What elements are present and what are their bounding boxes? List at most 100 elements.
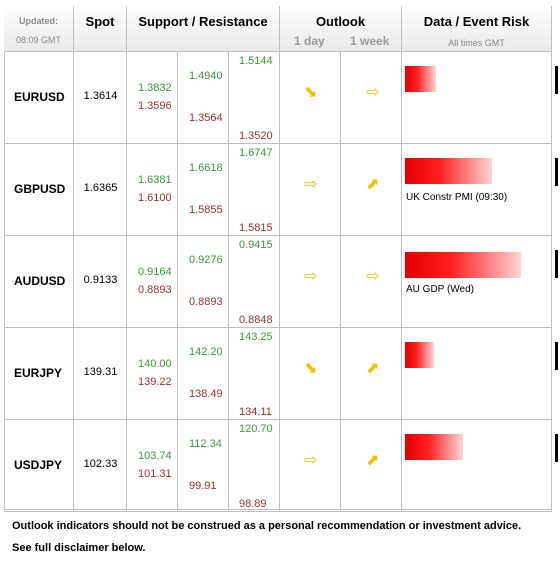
table-row: EURJPY 139.31 140.00 139.22 142.20 138.49 143.… (4, 328, 552, 420)
right-arrow-icon: ⇨ (304, 176, 318, 193)
row-edge-marker (555, 342, 558, 370)
support-2: 0.8893 (189, 296, 223, 308)
outlook-header: Outlook 1 day 1 week (280, 6, 402, 52)
spot-value: 139.31 (83, 366, 118, 378)
table-cell (341, 328, 402, 419)
table-cell (74, 144, 127, 235)
risk-event-label: UK Constr PMI (09:30) (406, 192, 508, 203)
table-cell (74, 420, 127, 511)
risk-level-bar (405, 252, 521, 278)
risk-level-bar (405, 66, 436, 92)
support-3: 98.89 (239, 498, 267, 510)
right-arrow-icon: ⇨ (304, 268, 318, 285)
support-2: 1.3564 (189, 112, 223, 124)
table-cell (178, 52, 229, 143)
resistance-2: 1.4940 (189, 70, 223, 82)
table-cell (74, 236, 127, 327)
table-cell (229, 144, 280, 235)
table-cell (178, 420, 229, 511)
support-3: 0.8848 (239, 314, 273, 326)
risk-level-bar (405, 434, 463, 460)
spot-value: 0.9133 (83, 274, 118, 286)
table-cell (178, 144, 229, 235)
table-cell (229, 328, 280, 419)
outlook-title: Outlook (315, 14, 366, 29)
table-cell (4, 144, 74, 235)
table-cell (229, 236, 280, 327)
row-edge-marker (555, 250, 558, 278)
resistance-1: 0.9164 (138, 266, 172, 278)
support-1: 1.6100 (138, 192, 172, 204)
risk-level-bar (405, 342, 434, 368)
support-3: 1.5815 (239, 222, 273, 234)
table-cell (280, 236, 341, 327)
support-2: 1.5855 (189, 204, 223, 216)
row-edge-marker (555, 158, 558, 186)
spot-value: 1.3614 (83, 90, 118, 102)
support-2: 99.91 (189, 480, 217, 492)
spot-value: 102.33 (83, 458, 118, 470)
pair-name: USDJPY (14, 458, 63, 472)
risk-level-bar (405, 158, 492, 184)
sr-title: Support / Resistance (138, 14, 268, 29)
table-cell (127, 52, 178, 143)
row-edge-marker (555, 434, 558, 462)
spot-header: Spot (74, 6, 127, 52)
risk-header: Data / Event Risk All times GMT (402, 6, 552, 52)
support-1: 1.3596 (138, 100, 172, 112)
pair-name: EURJPY (14, 366, 63, 380)
spot-title: Spot (85, 14, 115, 29)
table-cell (341, 144, 402, 235)
table-cell (341, 236, 402, 327)
down-right-arrow-icon: ⬊ (304, 84, 318, 101)
up-right-arrow-icon: ⬈ (366, 360, 380, 377)
risk-event-label: AU GDP (Wed) (406, 284, 474, 295)
table-cell (280, 144, 341, 235)
table-cell (402, 328, 552, 419)
table-cell (341, 52, 402, 143)
table-cell (280, 52, 341, 143)
support-1: 0.8893 (138, 284, 172, 296)
table-cell (4, 420, 74, 511)
table-cell (127, 328, 178, 419)
outlook-1week: 1 week (350, 34, 390, 48)
table-row: USDJPY 102.33 103.74 101.31 112.34 99.91 120.7… (4, 420, 552, 512)
support-1: 139.22 (138, 376, 172, 388)
row-edge-marker (555, 66, 558, 94)
disclaimer-line1: Outlook indicators should not be constru… (12, 520, 522, 532)
table-cell (178, 328, 229, 419)
sr-header: Support / Resistance (127, 6, 280, 52)
table-cell (402, 236, 552, 327)
table-cell (341, 420, 402, 511)
table-cell (4, 236, 74, 327)
support-3: 134.11 (239, 406, 272, 418)
table-cell (402, 144, 552, 235)
pair-name: AUDUSD (14, 274, 66, 288)
up-right-arrow-icon: ⬈ (366, 452, 380, 469)
updated-label: Updated: (19, 16, 58, 26)
outlook-1day: 1 day (294, 34, 325, 48)
table-cell (280, 420, 341, 511)
table-cell (4, 328, 74, 419)
table-cell (74, 52, 127, 143)
table-cell (74, 328, 127, 419)
resistance-3: 1.5144 (239, 55, 273, 67)
spot-value: 1.6365 (83, 182, 118, 194)
table-row: AUDUSD 0.9133 0.9164 0.8893 0.9276 0.8893 0.94… (4, 236, 552, 328)
right-arrow-icon: ⇨ (304, 452, 318, 469)
pair-name: GBPUSD (14, 182, 66, 196)
resistance-1: 140.00 (138, 358, 172, 370)
right-arrow-icon: ⇨ (366, 84, 380, 101)
table-cell (127, 144, 178, 235)
resistance-2: 142.20 (189, 346, 223, 358)
table-cell (127, 236, 178, 327)
down-right-arrow-icon: ⬊ (304, 360, 318, 377)
resistance-3: 120.70 (239, 423, 273, 435)
support-2: 138.49 (189, 388, 223, 400)
resistance-3: 143.25 (239, 331, 273, 343)
resistance-1: 1.3832 (138, 82, 172, 94)
table-cell (178, 236, 229, 327)
updated-header: Updated: 08:09 GMT (4, 6, 74, 52)
table-cell (4, 52, 74, 143)
resistance-1: 1.6381 (138, 174, 172, 186)
